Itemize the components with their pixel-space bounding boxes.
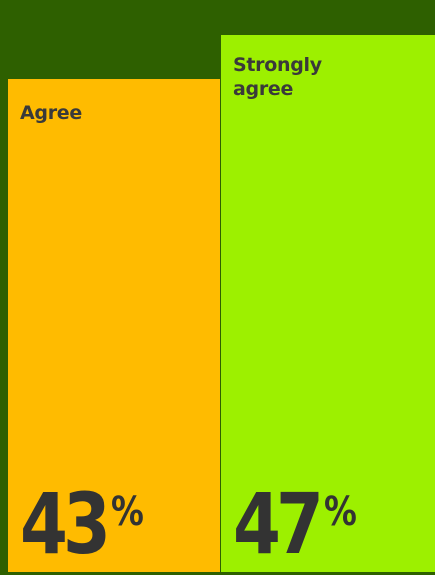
percent-sign-strongly-agree: % [323, 489, 357, 535]
value-label-agree: 43% [20, 482, 144, 566]
value-number-agree: 43 [20, 475, 111, 573]
value-number-strongly-agree: 47 [233, 475, 324, 573]
category-label-strongly-agree: Strongly agree [233, 54, 322, 100]
bar-agree: Agree 43% [8, 79, 220, 572]
baseline [0, 575, 435, 579]
percent-sign-agree: % [110, 489, 144, 535]
category-label-agree: Agree [20, 102, 82, 124]
value-label-strongly-agree: 47% [233, 482, 357, 566]
bar-strongly-agree: Strongly agree 47% [221, 35, 435, 572]
